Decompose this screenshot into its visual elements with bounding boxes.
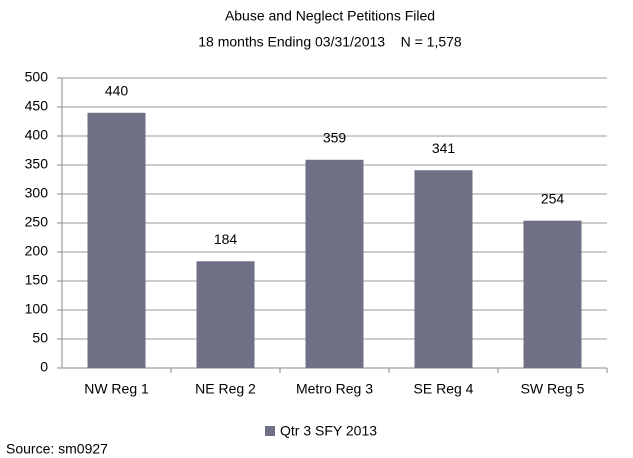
y-tick-label: 350 — [25, 156, 49, 172]
y-tick-label: 200 — [25, 243, 49, 259]
y-tick-label: 500 — [25, 69, 49, 85]
data-label: 254 — [541, 190, 565, 206]
data-label: 440 — [105, 83, 129, 99]
data-label: 341 — [432, 140, 456, 156]
data-label: 359 — [323, 129, 347, 145]
legend-swatch — [265, 426, 275, 436]
y-tick-label: 250 — [25, 214, 49, 230]
y-tick-label: 50 — [32, 330, 48, 346]
y-tick-label: 150 — [25, 272, 49, 288]
bar — [523, 220, 582, 368]
x-tick-label: NE Reg 2 — [195, 381, 256, 397]
bar — [87, 112, 146, 368]
y-tick-label: 100 — [25, 301, 49, 317]
bar — [414, 170, 473, 368]
source-note: Source: sm0927 — [6, 441, 108, 457]
legend-label: Qtr 3 SFY 2013 — [280, 423, 377, 439]
y-tick-label: 450 — [25, 98, 49, 114]
x-tick-label: SW Reg 5 — [521, 381, 585, 397]
x-tick-label: Metro Reg 3 — [296, 381, 373, 397]
y-tick-label: 400 — [25, 127, 49, 143]
bar — [196, 261, 255, 368]
bar — [305, 159, 364, 368]
chart-title: Abuse and Neglect Petitions Filed — [225, 8, 435, 24]
y-tick-label: 300 — [25, 185, 49, 201]
x-tick-label: NW Reg 1 — [84, 381, 149, 397]
y-tick-label: 0 — [40, 359, 48, 375]
data-label: 184 — [214, 231, 238, 247]
x-tick-label: SE Reg 4 — [414, 381, 474, 397]
chart-subtitle: 18 months Ending 03/31/2013 N = 1,578 — [198, 34, 462, 50]
